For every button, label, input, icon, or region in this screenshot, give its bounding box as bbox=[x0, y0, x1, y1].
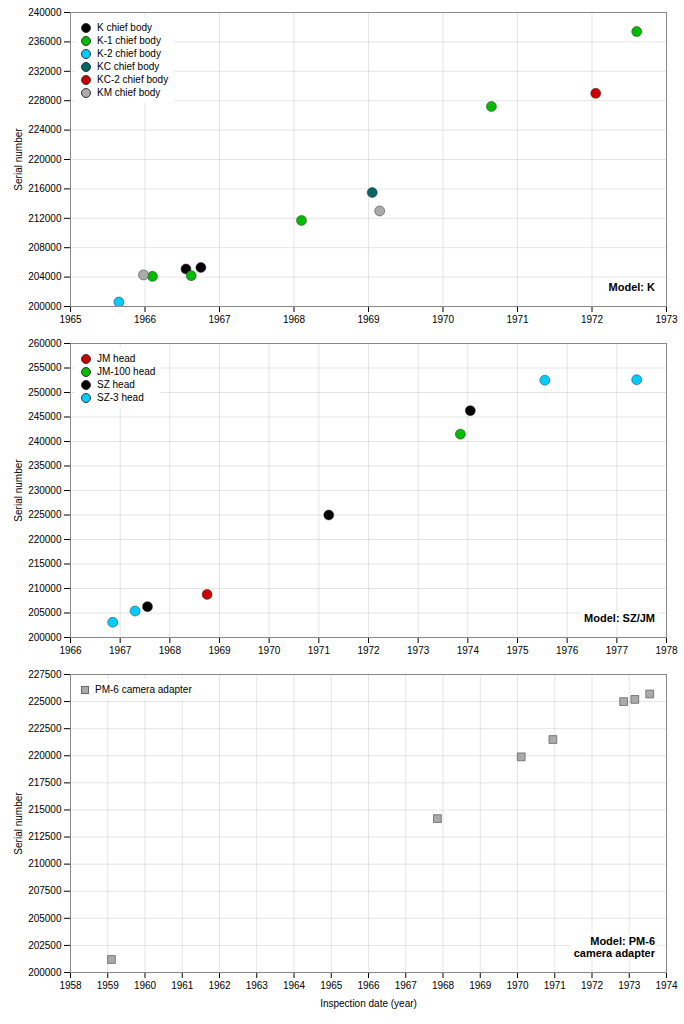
svg-text:1969: 1969 bbox=[469, 980, 492, 991]
svg-text:1976: 1976 bbox=[556, 645, 579, 656]
svg-text:212500: 212500 bbox=[28, 831, 62, 842]
svg-text:225000: 225000 bbox=[28, 509, 62, 520]
svg-text:1967: 1967 bbox=[395, 980, 418, 991]
svg-text:220000: 220000 bbox=[28, 154, 62, 165]
svg-text:200000: 200000 bbox=[28, 632, 62, 643]
svg-text:1967: 1967 bbox=[109, 645, 132, 656]
html-text:Model: PM-6 camera adapter: Model: PM-6 camera adapter bbox=[573, 935, 655, 959]
svg-text:224000: 224000 bbox=[28, 124, 62, 135]
svg-text:235000: 235000 bbox=[28, 460, 62, 471]
svg-text:208000: 208000 bbox=[28, 242, 62, 253]
svg-text:220000: 220000 bbox=[28, 534, 62, 545]
html-text:KC chief body: KC chief body bbox=[97, 61, 160, 72]
svg-text:1964: 1964 bbox=[283, 980, 306, 991]
svg-text:240000: 240000 bbox=[28, 7, 62, 18]
html-text:JM-100 head: JM-100 head bbox=[97, 366, 156, 377]
svg-text:1971: 1971 bbox=[308, 645, 331, 656]
svg-text:1969: 1969 bbox=[357, 314, 380, 325]
svg-text:1975: 1975 bbox=[506, 645, 529, 656]
svg-text:1968: 1968 bbox=[432, 980, 455, 991]
svg-text:228000: 228000 bbox=[28, 95, 62, 106]
svg-text:1971: 1971 bbox=[506, 314, 529, 325]
svg-text:216000: 216000 bbox=[28, 183, 62, 194]
svg-text:1974: 1974 bbox=[457, 645, 480, 656]
html-text:KC-2 chief body: KC-2 chief body bbox=[97, 74, 169, 85]
svg-text:230000: 230000 bbox=[28, 485, 62, 496]
svg-text:1967: 1967 bbox=[208, 314, 231, 325]
html-text:SZ head: SZ head bbox=[97, 379, 135, 390]
html-text:PM-6 camera adapter: PM-6 camera adapter bbox=[95, 684, 192, 695]
svg-text:202500: 202500 bbox=[28, 940, 62, 951]
svg-text:1966: 1966 bbox=[134, 314, 157, 325]
svg-text:255000: 255000 bbox=[28, 362, 62, 373]
svg-text:212000: 212000 bbox=[28, 213, 62, 224]
svg-text:200000: 200000 bbox=[28, 301, 62, 312]
svg-text:1970: 1970 bbox=[506, 980, 529, 991]
svg-text:205000: 205000 bbox=[28, 607, 62, 618]
svg-text:1973: 1973 bbox=[407, 645, 430, 656]
svg-text:1977: 1977 bbox=[606, 645, 629, 656]
html-text:K-1 chief body: K-1 chief body bbox=[97, 35, 161, 46]
svg-text:1970: 1970 bbox=[258, 645, 281, 656]
svg-text:207500: 207500 bbox=[28, 885, 62, 896]
svg-text:210000: 210000 bbox=[28, 858, 62, 869]
svg-text:Serial number: Serial number bbox=[13, 792, 24, 855]
svg-text:204000: 204000 bbox=[28, 271, 62, 282]
svg-text:1971: 1971 bbox=[544, 980, 567, 991]
svg-text:1959: 1959 bbox=[97, 980, 120, 991]
svg-text:1970: 1970 bbox=[432, 314, 455, 325]
svg-text:225000: 225000 bbox=[28, 696, 62, 707]
svg-text:250000: 250000 bbox=[28, 387, 62, 398]
svg-text:1960: 1960 bbox=[134, 980, 157, 991]
svg-text:232000: 232000 bbox=[28, 66, 62, 77]
svg-text:222500: 222500 bbox=[28, 723, 62, 734]
svg-text:1963: 1963 bbox=[246, 980, 269, 991]
svg-text:1966: 1966 bbox=[59, 645, 82, 656]
html-text:SZ-3 head: SZ-3 head bbox=[97, 392, 144, 403]
svg-text:215000: 215000 bbox=[28, 558, 62, 569]
svg-text:1965: 1965 bbox=[59, 314, 82, 325]
svg-text:1968: 1968 bbox=[283, 314, 306, 325]
svg-text:1978: 1978 bbox=[655, 645, 678, 656]
svg-text:1972: 1972 bbox=[581, 980, 604, 991]
svg-text:1972: 1972 bbox=[357, 645, 380, 656]
svg-text:1968: 1968 bbox=[159, 645, 182, 656]
svg-text:1961: 1961 bbox=[171, 980, 194, 991]
svg-text:220000: 220000 bbox=[28, 750, 62, 761]
html-text:Model: SZ/JM: Model: SZ/JM bbox=[584, 612, 655, 624]
html-text:JM head: JM head bbox=[97, 353, 136, 364]
svg-text:1958: 1958 bbox=[59, 980, 82, 991]
html-text:K chief body: K chief body bbox=[97, 22, 152, 33]
svg-text:Serial number: Serial number bbox=[13, 459, 24, 522]
html-text:K-2 chief body: K-2 chief body bbox=[97, 48, 161, 59]
svg-text:1974: 1974 bbox=[655, 980, 678, 991]
svg-text:1972: 1972 bbox=[581, 314, 604, 325]
svg-text:1965: 1965 bbox=[320, 980, 343, 991]
svg-text:1966: 1966 bbox=[357, 980, 380, 991]
svg-text:Serial number: Serial number bbox=[13, 128, 24, 191]
svg-text:215000: 215000 bbox=[28, 804, 62, 815]
svg-text:205000: 205000 bbox=[28, 913, 62, 924]
svg-text:1973: 1973 bbox=[618, 980, 641, 991]
html-text:Model: K: Model: K bbox=[608, 281, 655, 293]
svg-text:1969: 1969 bbox=[208, 645, 231, 656]
svg-text:227500: 227500 bbox=[28, 669, 62, 680]
svg-text:236000: 236000 bbox=[28, 36, 62, 47]
svg-text:217500: 217500 bbox=[28, 777, 62, 788]
svg-text:245000: 245000 bbox=[28, 411, 62, 422]
svg-text:200000: 200000 bbox=[28, 967, 62, 978]
svg-text:260000: 260000 bbox=[28, 338, 62, 349]
svg-text:210000: 210000 bbox=[28, 583, 62, 594]
svg-text:Inspection date (year): Inspection date (year) bbox=[320, 998, 417, 1009]
html-text:KM chief body: KM chief body bbox=[97, 87, 161, 98]
svg-text:1962: 1962 bbox=[208, 980, 231, 991]
svg-text:240000: 240000 bbox=[28, 436, 62, 447]
svg-text:1973: 1973 bbox=[655, 314, 678, 325]
